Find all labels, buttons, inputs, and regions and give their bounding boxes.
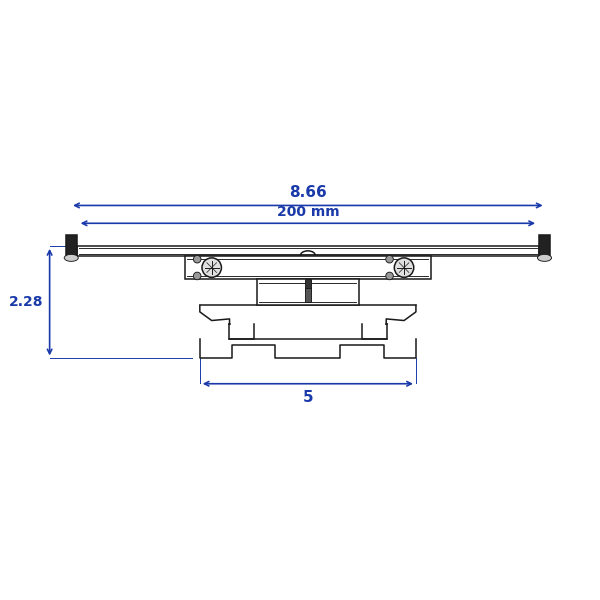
Bar — [185, 256, 431, 280]
Bar — [305, 280, 311, 292]
Circle shape — [193, 256, 201, 263]
Text: 200 mm: 200 mm — [277, 205, 339, 219]
Bar — [257, 280, 359, 305]
Circle shape — [386, 272, 394, 280]
Ellipse shape — [538, 254, 551, 262]
Circle shape — [193, 272, 201, 280]
Bar — [305, 288, 311, 302]
Circle shape — [394, 258, 414, 277]
Text: 2.28: 2.28 — [8, 295, 43, 309]
Bar — [66, 235, 77, 257]
Text: 5: 5 — [302, 390, 313, 405]
Text: 8.66: 8.66 — [289, 185, 327, 200]
Circle shape — [202, 258, 221, 277]
Ellipse shape — [64, 254, 78, 262]
Circle shape — [386, 256, 394, 263]
Bar — [539, 235, 550, 257]
Bar — [77, 246, 539, 256]
